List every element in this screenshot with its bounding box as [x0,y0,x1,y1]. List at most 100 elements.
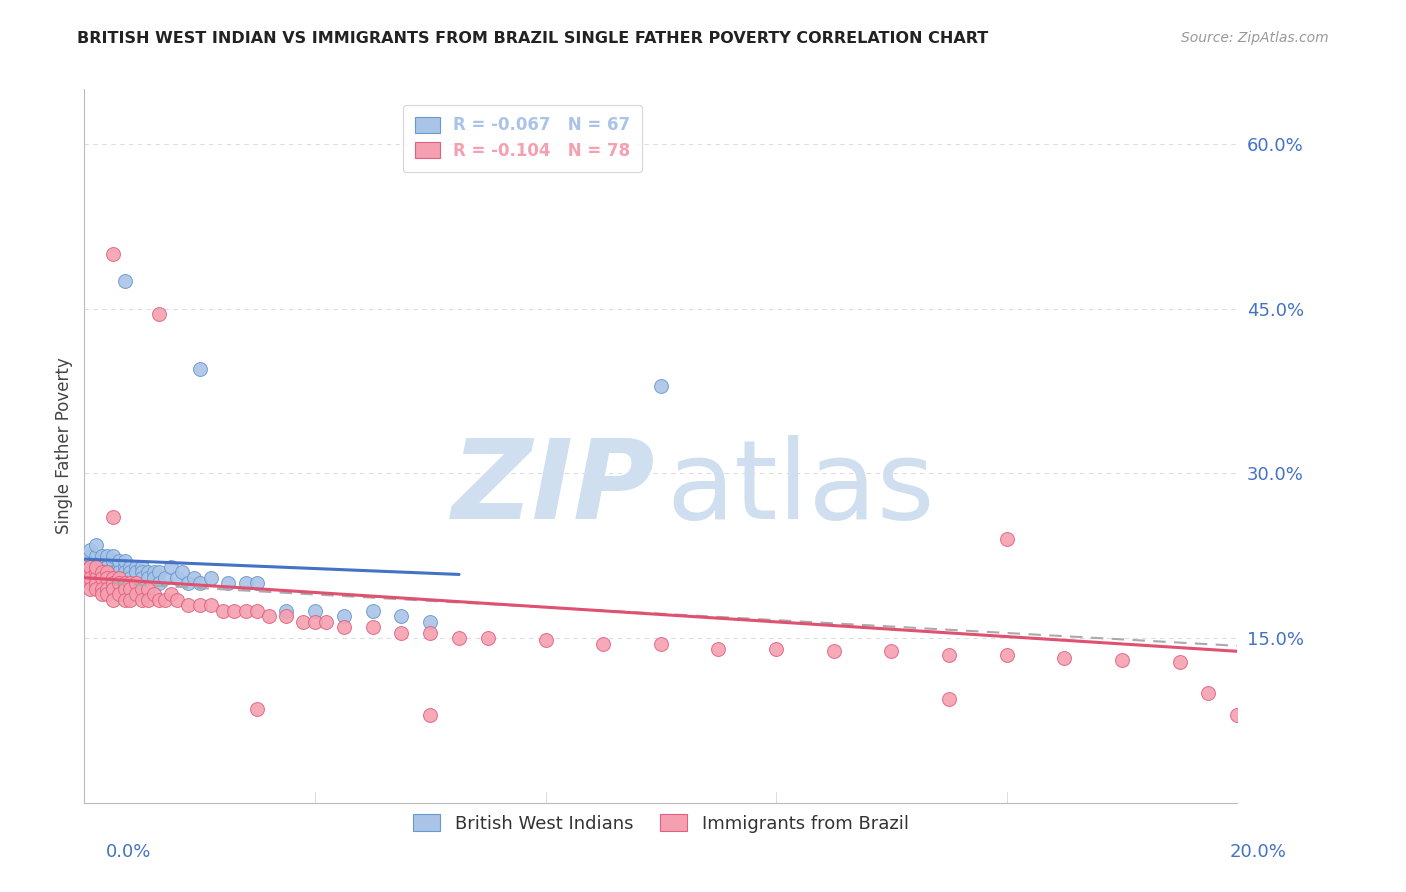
Point [246,604,269,618]
Point [650,378,672,392]
Point [90,566,112,580]
Point [142,587,165,601]
Point [120,576,142,591]
Point [103,571,124,585]
Point [276,609,298,624]
Text: ZIP: ZIP [451,435,655,542]
Point [419,615,441,629]
Point [108,571,131,585]
Point [333,620,356,634]
Point [592,637,614,651]
Point [995,648,1018,662]
Point [103,247,124,261]
Point [90,571,112,585]
Point [96,566,118,580]
Point [120,592,142,607]
Point [96,587,118,601]
Point [995,533,1018,547]
Point [108,576,131,591]
Point [1226,708,1249,723]
Point [114,576,136,591]
Point [218,576,240,591]
Point [246,702,269,716]
Point [79,549,101,563]
Point [183,571,205,585]
Point [125,576,148,591]
Point [391,625,413,640]
Point [391,609,413,624]
Point [96,559,118,574]
Point [79,559,101,574]
Point [84,559,107,574]
Text: Source: ZipAtlas.com: Source: ZipAtlas.com [1181,31,1329,45]
Point [84,566,107,580]
Point [103,571,124,585]
Point [114,554,136,568]
Point [96,571,118,585]
Point [333,609,356,624]
Point [90,559,112,574]
Point [84,582,107,596]
Point [125,587,148,601]
Point [235,576,257,591]
Point [79,582,101,596]
Point [136,592,159,607]
Point [131,571,153,585]
Point [120,582,142,596]
Point [188,576,211,591]
Point [103,549,124,563]
Point [1111,653,1133,667]
Point [153,592,176,607]
Point [79,571,101,585]
Point [120,571,142,585]
Point [103,510,124,524]
Point [938,648,960,662]
Point [153,571,176,585]
Point [79,576,101,591]
Point [477,631,499,645]
Point [188,598,211,612]
Point [257,609,280,624]
Point [650,637,672,651]
Point [103,566,124,580]
Point [114,559,136,574]
Point [276,604,298,618]
Point [96,554,118,568]
Point [103,559,124,574]
Point [315,615,337,629]
Point [136,571,159,585]
Point [166,592,188,607]
Text: 0.0%: 0.0% [105,843,150,861]
Point [449,631,471,645]
Point [79,559,101,574]
Point [96,566,118,580]
Point [148,592,170,607]
Point [136,566,159,580]
Point [142,566,165,580]
Point [211,604,233,618]
Point [114,592,136,607]
Point [125,566,148,580]
Point [103,592,124,607]
Point [84,549,107,563]
Point [361,604,384,618]
Point [79,543,101,558]
Point [160,587,183,601]
Point [84,538,107,552]
Point [246,576,269,591]
Point [880,644,903,658]
Legend: British West Indians, Immigrants from Brazil: British West Indians, Immigrants from Br… [402,804,920,844]
Point [200,571,222,585]
Point [125,559,148,574]
Point [177,598,200,612]
Point [120,566,142,580]
Point [172,566,194,580]
Point [79,566,101,580]
Point [938,691,960,706]
Point [142,571,165,585]
Point [114,571,136,585]
Point [419,625,441,640]
Point [96,571,118,585]
Point [148,576,170,591]
Point [125,576,148,591]
